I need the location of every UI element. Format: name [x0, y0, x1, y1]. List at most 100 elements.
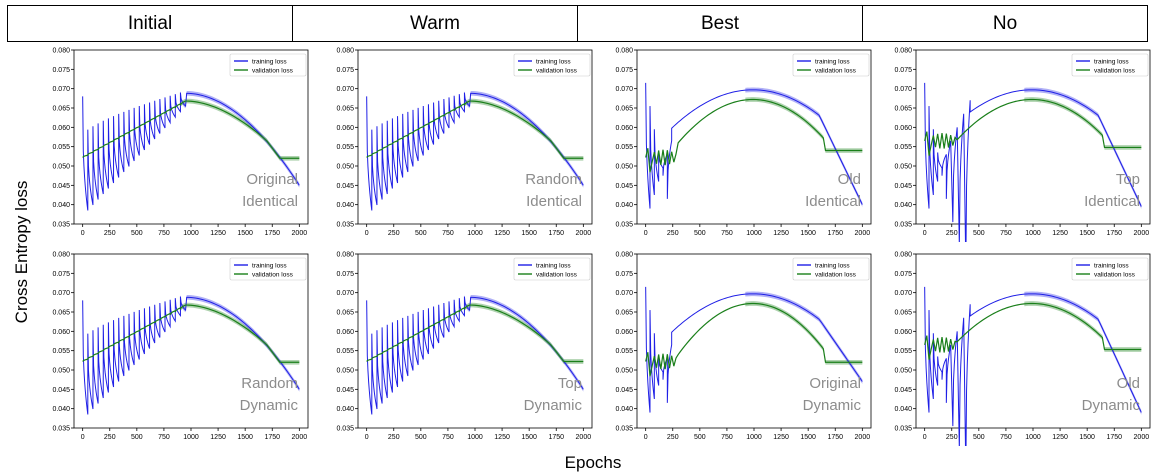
x-tick-label: 1000 [1025, 434, 1041, 441]
legend-label: training loss [252, 263, 287, 270]
y-tick-label: 0.060 [52, 329, 70, 336]
training-loss-band [745, 291, 863, 384]
y-tick-label: 0.055 [615, 144, 633, 151]
x-tick-label: 250 [667, 230, 679, 237]
legend-label: validation loss [815, 68, 857, 75]
x-tick-label: 1250 [773, 230, 789, 237]
x-tick-label: 500 [415, 230, 427, 237]
x-tick-label: 750 [1000, 230, 1012, 237]
panel-annotation: Dynamic [1082, 397, 1141, 414]
y-tick-label: 0.070 [336, 86, 354, 93]
x-tick-label: 0 [365, 230, 369, 237]
y-tick-label: 0.050 [336, 368, 354, 375]
plot-frame [357, 253, 593, 429]
loss-chart-random-dynamic: 0.035 0.040 0.045 0.050 0.055 0.060 0.065 0.070… [52, 252, 309, 441]
y-tick-label: 0.055 [894, 144, 912, 151]
x-tick-label: 2000 [1134, 434, 1150, 441]
legend-label: validation loss [536, 68, 578, 75]
loss-chart-original-identical: 0.035 0.040 0.045 0.050 0.055 0.060 0.065 0.070… [52, 48, 309, 237]
legend-label: validation loss [536, 272, 578, 279]
x-tick-label: 1750 [1106, 230, 1122, 237]
y-tick-label: 0.065 [52, 106, 70, 113]
y-tick-label: 0.065 [615, 310, 633, 317]
y-tick-label: 0.060 [894, 329, 912, 336]
x-tick-label: 250 [104, 434, 116, 441]
y-tick-label: 0.045 [894, 183, 912, 190]
training-loss-line [366, 296, 584, 415]
y-tick-label: 0.075 [894, 67, 912, 74]
legend-box [513, 53, 591, 77]
y-tick-label: 0.045 [615, 387, 633, 394]
x-tick-label: 0 [923, 230, 927, 237]
x-tick-label: 250 [946, 434, 958, 441]
panel-annotation: Original [246, 171, 298, 188]
y-tick-label: 0.065 [52, 310, 70, 317]
y-tick-label: 0.075 [615, 67, 633, 74]
panel-annotation: Old [838, 171, 861, 188]
y-tick-label: 0.040 [52, 406, 70, 413]
y-tick-label: 0.070 [615, 86, 633, 93]
y-tick-label: 0.035 [52, 426, 70, 433]
plot-frame [73, 49, 309, 225]
x-tick-label: 1000 [746, 434, 762, 441]
x-tick-label: 1500 [800, 434, 816, 441]
y-tick-label: 0.040 [52, 202, 70, 209]
x-tick-label: 1000 [1025, 230, 1041, 237]
legend-box [792, 257, 870, 281]
x-tick-label: 2000 [292, 434, 308, 441]
legend-label: validation loss [1094, 68, 1136, 75]
legend-box [792, 53, 870, 77]
x-tick-label: 500 [131, 230, 143, 237]
x-tick-label: 750 [158, 434, 170, 441]
y-tick-label: 0.040 [336, 406, 354, 413]
x-tick-label: 1750 [827, 434, 843, 441]
y-tick-label: 0.035 [336, 426, 354, 433]
x-tick-label: 1500 [521, 230, 537, 237]
x-tick-label: 500 [415, 434, 427, 441]
x-tick-label: 0 [81, 230, 85, 237]
y-tick-label: 0.040 [615, 202, 633, 209]
x-tick-label: 2000 [855, 230, 871, 237]
y-tick-label: 0.060 [894, 125, 912, 132]
training-loss-line [366, 92, 584, 211]
legend-label: training loss [536, 263, 571, 270]
x-tick-label: 1000 [746, 230, 762, 237]
y-tick-label: 0.080 [615, 48, 633, 55]
y-tick-label: 0.075 [894, 271, 912, 278]
x-tick-label: 1000 [183, 230, 199, 237]
x-tick-label: 1000 [183, 434, 199, 441]
legend-box [229, 257, 307, 281]
legend-box [513, 257, 591, 281]
y-tick-label: 0.045 [615, 183, 633, 190]
panel-annotation: Dynamic [524, 397, 583, 414]
validation-loss-line [924, 302, 1142, 360]
panel-annotation: Top [558, 375, 582, 392]
legend-label: training loss [815, 263, 850, 270]
x-tick-label: 500 [694, 434, 706, 441]
panel-annotation: Identical [1084, 193, 1140, 210]
validation-loss-line [645, 98, 863, 173]
panel-annotation: Random [525, 171, 582, 188]
x-tick-label: 750 [1000, 434, 1012, 441]
legend-label: training loss [1094, 263, 1129, 270]
y-tick-label: 0.070 [336, 290, 354, 297]
x-tick-label: 0 [365, 434, 369, 441]
x-tick-label: 500 [694, 230, 706, 237]
x-tick-label: 750 [721, 230, 733, 237]
column-header-warm: Warm [293, 6, 578, 41]
y-tick-label: 0.050 [615, 368, 633, 375]
y-tick-label: 0.065 [894, 106, 912, 113]
y-tick-label: 0.040 [894, 406, 912, 413]
y-tick-label: 0.035 [336, 222, 354, 229]
y-tick-label: 0.035 [615, 222, 633, 229]
x-tick-label: 1750 [1106, 434, 1122, 441]
legend-label: training loss [252, 59, 287, 66]
loss-chart-original-dynamic: 0.035 0.040 0.045 0.050 0.055 0.060 0.065 0.070… [615, 252, 872, 441]
panel-annotation: Random [241, 375, 298, 392]
y-tick-label: 0.060 [52, 125, 70, 132]
x-tick-label: 1500 [800, 230, 816, 237]
y-tick-label: 0.080 [336, 252, 354, 259]
legend-label: validation loss [815, 272, 857, 279]
panel-annotation: Dynamic [240, 397, 299, 414]
y-tick-label: 0.075 [615, 271, 633, 278]
